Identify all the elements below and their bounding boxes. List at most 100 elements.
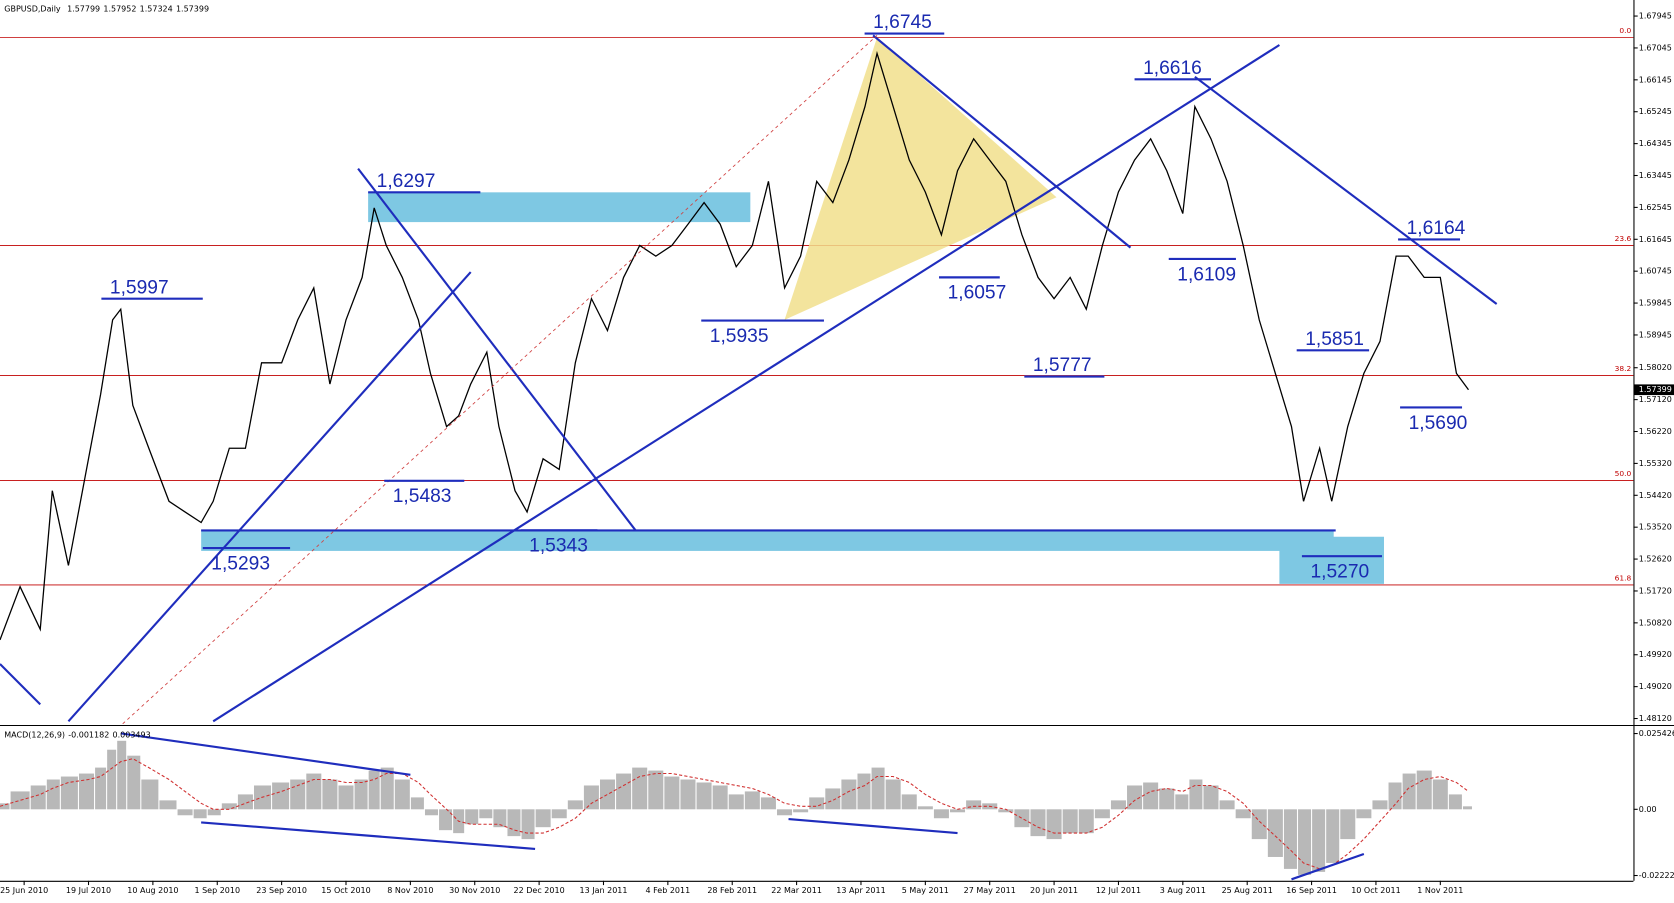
level-label: 1,5777 [1033, 355, 1092, 376]
x-tick-label: 25 Jun 2010 [0, 886, 48, 895]
macd-bar [368, 770, 380, 810]
macd-bar [78, 773, 95, 810]
macd-bar [616, 773, 632, 810]
y-tick-label: 0.00 [1639, 805, 1657, 814]
x-tick-label: 10 Oct 2011 [1351, 886, 1400, 895]
x-tick-label: 23 Sep 2010 [256, 886, 307, 895]
macd-bar [207, 809, 221, 816]
macd-bar [1267, 809, 1283, 857]
macd-bar [1078, 809, 1094, 834]
y-tick-label: 1.59845 [1639, 299, 1672, 308]
trendline [357, 167, 637, 532]
level-label: 1,5343 [529, 536, 588, 557]
level-label: 1,6109 [1177, 264, 1236, 285]
macd-bar [917, 806, 933, 810]
fib-label: 50.0 [1615, 469, 1632, 478]
macd-bar [95, 767, 107, 810]
macd-bar [46, 779, 60, 810]
trendline [201, 821, 536, 850]
symbol: GBPUSD,Daily [4, 4, 61, 13]
macd-bar [322, 779, 338, 810]
signal-value: 0.003493 [113, 730, 151, 739]
y-tick-label: 1.65245 [1639, 107, 1672, 116]
macd-bar [410, 797, 424, 810]
macd-bar [394, 779, 410, 810]
level-label: 1,5270 [1310, 562, 1369, 583]
fib-label: 38.2 [1615, 364, 1632, 373]
macd-bar [535, 809, 551, 828]
macd-bar [507, 809, 521, 837]
macd-bar [998, 809, 1014, 813]
macd-bar [1251, 809, 1267, 840]
x-tick-label: 22 Mar 2011 [771, 886, 822, 895]
macd-bar [744, 791, 760, 810]
macd-bar [583, 785, 599, 810]
macd-bar [60, 776, 78, 810]
fib-label: 61.8 [1615, 574, 1632, 583]
x-tick-label: 5 May 2011 [902, 886, 949, 895]
macd-bar [1046, 809, 1062, 840]
macd-bar [841, 779, 857, 810]
price-line [0, 50, 1470, 641]
x-tick-label: 25 Aug 2011 [1222, 886, 1273, 895]
level-label: 1,6616 [1143, 58, 1202, 79]
macd-bar [1372, 800, 1388, 810]
macd-bar [272, 782, 290, 810]
macd-bar [1143, 782, 1159, 810]
x-tick-label: 30 Nov 2010 [449, 886, 500, 895]
macd-bar [237, 794, 253, 810]
y-tick-label: 1.52620 [1639, 555, 1672, 564]
x-tick-label: 1 Sep 2010 [194, 886, 240, 895]
macd-bar [551, 809, 567, 819]
macd-bar [127, 755, 141, 810]
macd-bar [1189, 779, 1203, 810]
x-tick-label: 8 Nov 2010 [387, 886, 433, 895]
macd-bar [567, 800, 583, 810]
trendline [0, 663, 42, 706]
macd-bar [1062, 809, 1078, 834]
macd-bar [424, 809, 438, 816]
y-tick-label: 0.025426 [1639, 729, 1674, 738]
macd-bar [1014, 809, 1030, 828]
macd-bar [1094, 809, 1110, 819]
macd-bar [107, 749, 117, 810]
macd-bar [632, 767, 648, 810]
macd-bar [793, 809, 809, 813]
macd-bar [221, 803, 237, 810]
macd-panel [0, 732, 1472, 881]
y-tick-label: 1.48120 [1639, 714, 1672, 723]
macd-bar [712, 785, 728, 810]
macd-bar [1110, 800, 1126, 810]
x-tick-label: 16 Sep 2011 [1286, 886, 1337, 895]
macd-bar [1312, 809, 1326, 872]
macd-bar [950, 809, 966, 813]
x-tick-label: 10 Aug 2010 [127, 886, 178, 895]
macd-bar [1283, 809, 1297, 869]
macd-bar [1326, 809, 1340, 863]
macd-bar [966, 800, 982, 810]
macd-bar [760, 797, 776, 810]
y-tick-label: 1.55320 [1639, 459, 1672, 468]
level-label: 1,6297 [377, 171, 436, 192]
macd-bar [10, 791, 30, 810]
macd-bar [696, 782, 712, 810]
y-tick-label: 1.49020 [1639, 682, 1672, 691]
price-tag [1634, 384, 1674, 396]
trendline [212, 44, 1280, 723]
trendline [67, 271, 472, 723]
price-tag-label: 1.57399 [1639, 385, 1672, 394]
macd-bar [871, 767, 885, 810]
macd-bar [933, 809, 949, 819]
macd-bar [1235, 809, 1251, 819]
macd-bar [521, 809, 535, 840]
macd-bar [809, 797, 825, 810]
y-tick-label: 1.51720 [1639, 586, 1672, 595]
level-label: 1,6057 [948, 283, 1007, 304]
zone [1279, 536, 1384, 584]
y-tick-label: 1.54420 [1639, 491, 1672, 500]
x-tick-label: 1 Nov 2011 [1417, 886, 1463, 895]
macd-bar [1462, 806, 1472, 810]
y-tick-label: 1.67045 [1639, 43, 1672, 52]
